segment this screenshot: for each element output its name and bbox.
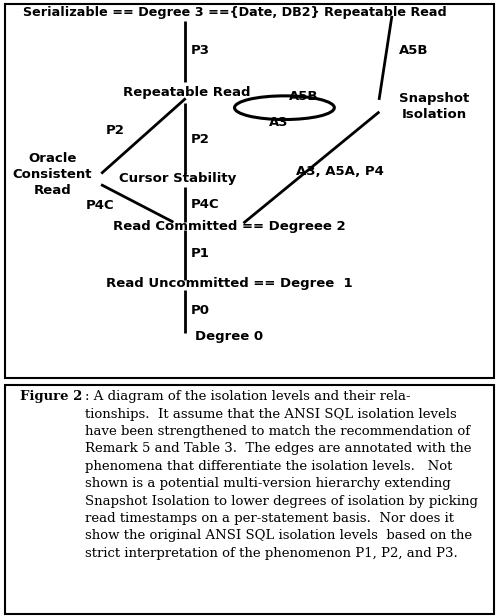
Text: P1: P1 [191,248,210,261]
Text: Read Committed == Degreee 2: Read Committed == Degreee 2 [113,219,346,233]
Text: P2: P2 [105,124,124,137]
FancyBboxPatch shape [5,4,494,378]
Text: A3, A5A, P4: A3, A5A, P4 [296,165,384,178]
Text: Serializable == Degree 3 =={Date, DB2} Repeatable Read: Serializable == Degree 3 =={Date, DB2} R… [22,6,447,18]
Text: Read Uncommitted == Degree  1: Read Uncommitted == Degree 1 [106,277,353,290]
Text: A5B: A5B [399,44,429,57]
Text: Cursor Stability: Cursor Stability [119,172,236,185]
Text: Snapshot
Isolation: Snapshot Isolation [399,92,469,121]
Text: Degree 0: Degree 0 [196,330,263,343]
FancyBboxPatch shape [5,386,494,614]
Text: P2: P2 [191,133,210,146]
Text: P0: P0 [191,304,210,317]
Text: P4C: P4C [85,199,114,212]
Text: A3: A3 [268,116,288,129]
Text: A5B: A5B [288,90,318,103]
Text: : A diagram of the isolation levels and their rela-
tionships.  It assume that t: : A diagram of the isolation levels and … [85,390,478,560]
Text: Repeatable Read: Repeatable Read [123,86,251,99]
Text: P4C: P4C [191,198,219,211]
Text: Oracle
Consistent
Read: Oracle Consistent Read [12,152,92,197]
Text: P3: P3 [191,44,210,57]
Text: Figure 2: Figure 2 [20,390,82,403]
